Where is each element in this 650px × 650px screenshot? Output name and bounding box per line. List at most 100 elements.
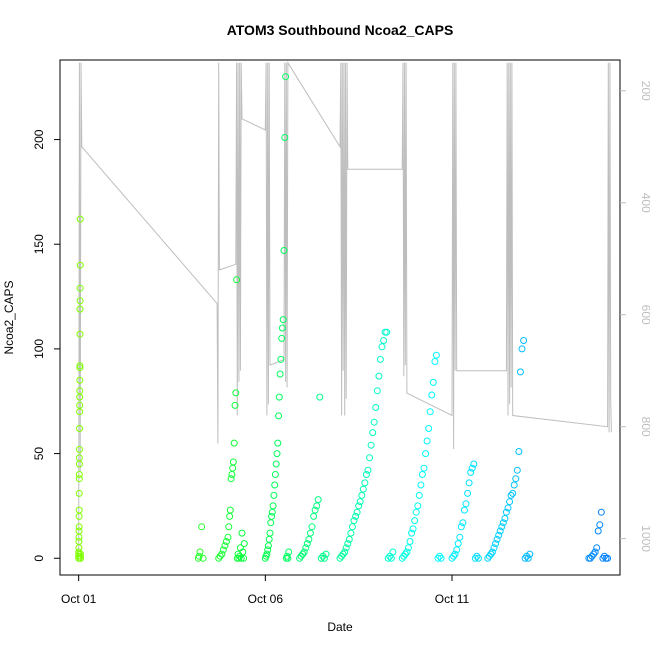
data-point (238, 529, 246, 537)
data-point (348, 523, 356, 531)
data-point (311, 506, 319, 514)
data-point (515, 448, 523, 455)
data-point (462, 500, 470, 508)
data-point (195, 552, 203, 560)
data-point (496, 527, 504, 535)
data-point (320, 554, 328, 562)
data-point (460, 506, 468, 514)
y-tick-label: 200 (32, 129, 46, 149)
y-axis-label: Ncoa2_CAPS (2, 280, 16, 354)
data-point (75, 538, 83, 545)
data-point (275, 412, 283, 420)
data-point (75, 506, 83, 514)
data-point (420, 464, 428, 472)
data-point (387, 554, 395, 562)
data-point (233, 276, 241, 284)
data-point (404, 544, 412, 552)
data-point (437, 554, 445, 562)
y-tick-label: 100 (32, 339, 46, 359)
data-point (389, 548, 397, 556)
data-point (76, 387, 84, 395)
data-point (353, 508, 361, 516)
data-point (285, 548, 293, 556)
data-point (266, 529, 274, 537)
data-point (229, 458, 237, 466)
data-point (370, 418, 378, 426)
data-point (341, 548, 349, 556)
data-point (352, 512, 360, 520)
depth-line-layer (78, 61, 612, 550)
data-point (453, 546, 461, 554)
data-point (313, 502, 321, 510)
data-point (510, 481, 518, 489)
data-point (198, 523, 206, 531)
right-tick-label: 400 (639, 193, 650, 213)
data-point (76, 305, 84, 313)
data-point (355, 502, 363, 510)
data-point (465, 479, 473, 487)
data-point (518, 345, 526, 353)
data-point (76, 362, 84, 370)
data-point (222, 538, 230, 545)
data-point (226, 506, 234, 514)
data-point (418, 471, 426, 478)
data-point (436, 552, 444, 560)
data-point (594, 527, 602, 535)
data-point (302, 544, 310, 552)
data-point (409, 525, 417, 533)
data-point (221, 542, 229, 550)
data-point (76, 284, 84, 292)
data-point (350, 517, 358, 525)
data-point (512, 475, 520, 483)
data-point (358, 491, 366, 499)
data-point (339, 550, 347, 558)
data-point (366, 454, 374, 462)
data-point (411, 517, 419, 525)
data-point (591, 548, 599, 556)
data-point (507, 491, 515, 499)
data-point (367, 441, 375, 449)
axes-layer: 0 50 100 150 200 Oct 01 Oct 06 Oct 11 200 400 600 8… (32, 81, 650, 606)
data-point (75, 527, 83, 535)
right-tick-label: 200 (639, 81, 650, 101)
data-point (278, 324, 286, 332)
plot-frame (59, 59, 621, 576)
data-point (231, 401, 239, 409)
data-point (513, 466, 521, 474)
data-point (317, 554, 325, 562)
data-point (373, 387, 381, 395)
data-point (272, 460, 280, 468)
data-point (590, 550, 598, 558)
data-point (493, 535, 501, 543)
data-point (77, 554, 84, 562)
data-point (199, 554, 207, 562)
data-point (277, 355, 285, 363)
data-point (280, 247, 288, 254)
x-axis-label: Date (327, 620, 353, 634)
points-layer (75, 73, 612, 562)
data-point (406, 538, 414, 545)
data-point (487, 550, 495, 558)
data-point (308, 523, 316, 531)
data-point (431, 358, 439, 365)
data-point (76, 425, 83, 432)
data-point (378, 343, 386, 351)
data-point (412, 508, 420, 516)
data-point (456, 533, 464, 541)
data-point (76, 330, 84, 338)
data-point (347, 529, 355, 537)
data-point (403, 548, 411, 556)
data-point (376, 355, 384, 363)
data-point (473, 552, 481, 560)
data-point (454, 540, 462, 548)
data-point (273, 450, 281, 458)
data-point (526, 550, 534, 558)
data-point (597, 508, 605, 516)
data-point (75, 548, 83, 556)
data-point (408, 529, 416, 537)
data-point (76, 445, 83, 453)
depth-line (78, 61, 612, 550)
data-point (271, 471, 279, 478)
